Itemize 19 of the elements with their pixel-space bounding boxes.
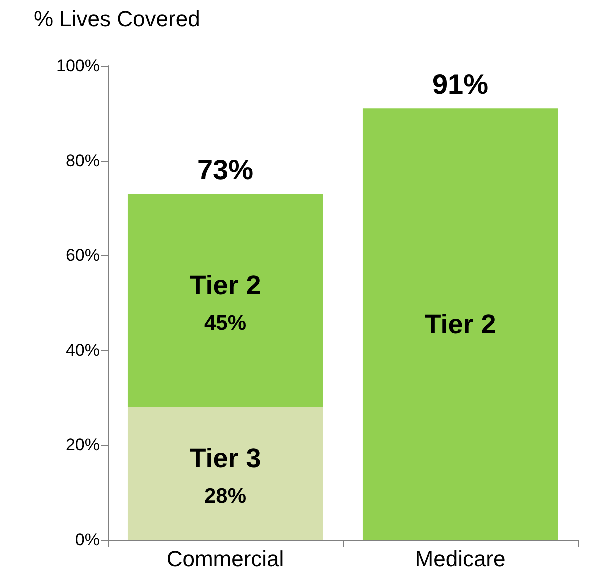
data-label: 45% xyxy=(204,312,247,336)
bar xyxy=(128,194,324,408)
bar xyxy=(128,407,324,540)
series-label: Tier 2 xyxy=(190,270,262,301)
x-tick-label: Medicare xyxy=(415,546,506,572)
data-label: 28% xyxy=(204,485,247,508)
bar xyxy=(362,108,558,540)
text: Tier 2 xyxy=(424,309,496,340)
y-tick-label: 0% xyxy=(75,530,100,550)
x-tick-label: Commercial xyxy=(166,546,284,572)
total-label: 91% xyxy=(432,69,489,100)
y-tick-label: 100% xyxy=(56,56,100,76)
y-tick-label: 80% xyxy=(66,151,100,170)
y-tick-label: 60% xyxy=(66,246,100,266)
series-label: Tier 3 xyxy=(190,444,262,474)
y-tick-label: 40% xyxy=(66,340,100,360)
y-axis-title: % Lives Covered xyxy=(34,6,200,32)
total-label: 73% xyxy=(197,154,254,186)
y-tick-label: 20% xyxy=(66,436,100,455)
